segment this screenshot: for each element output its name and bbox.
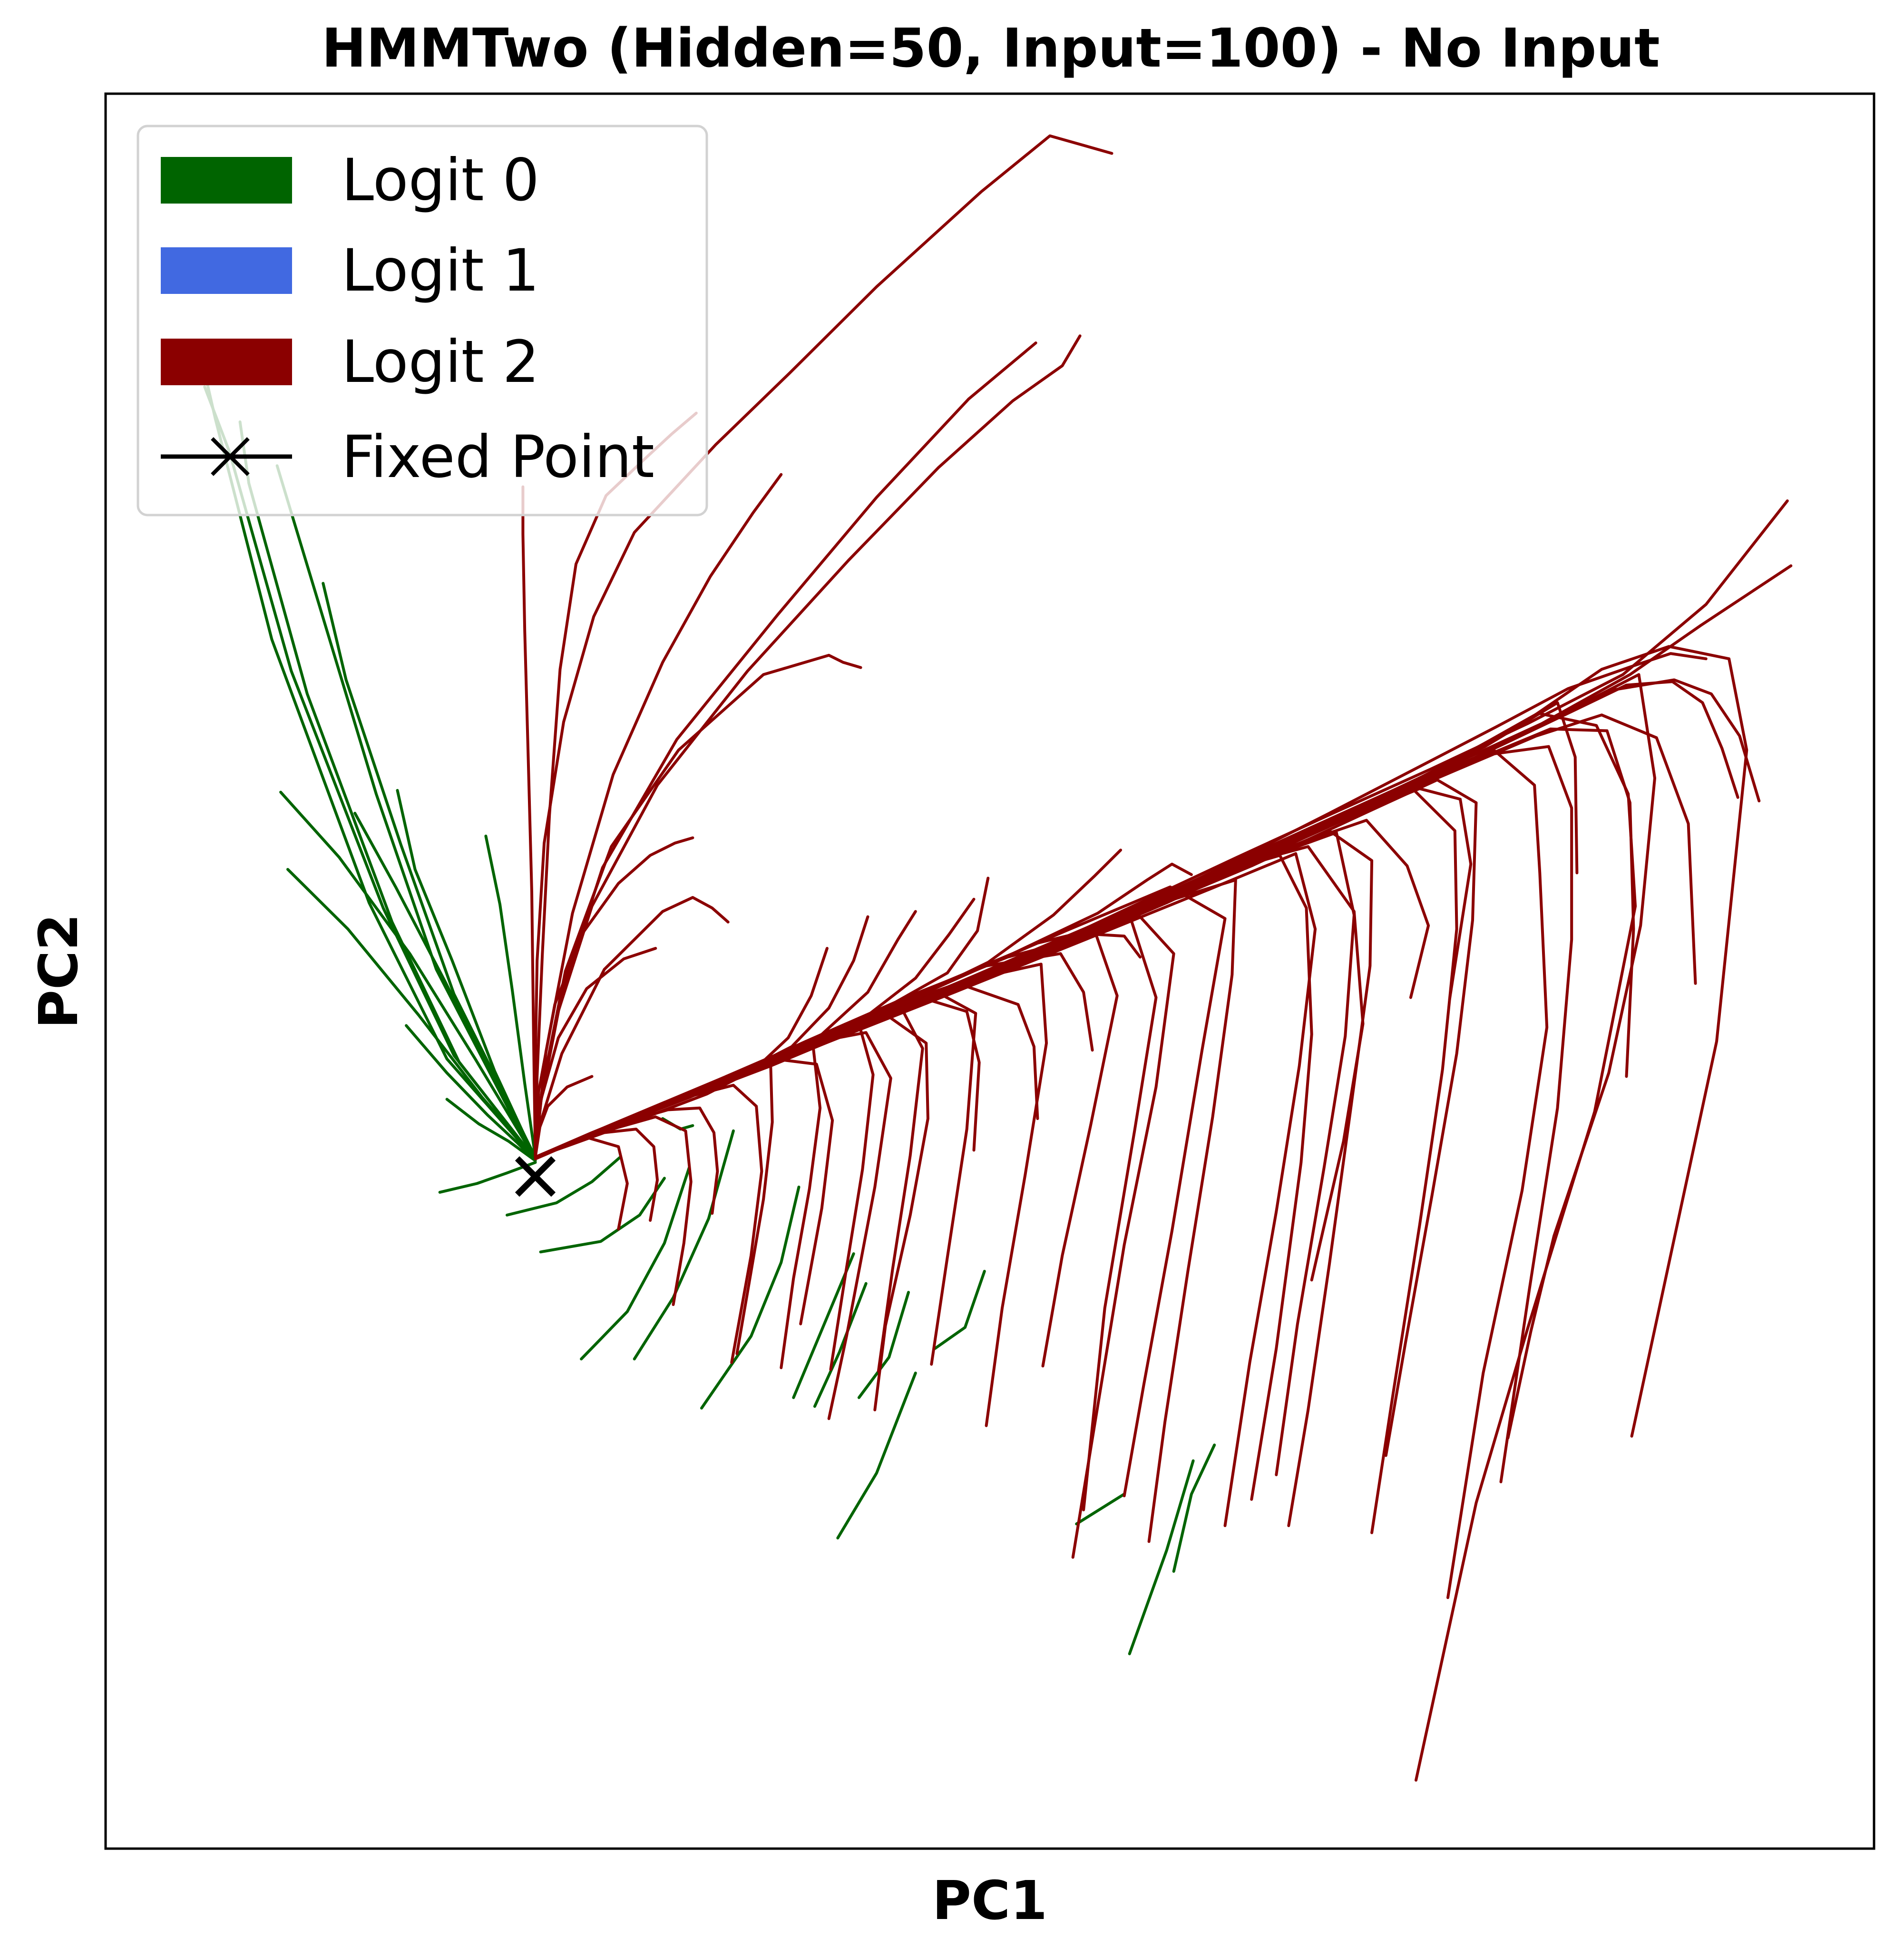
trajectory-line-23	[836, 1372, 917, 1539]
plot-frame	[104, 92, 1875, 1850]
legend-label-0: Logit 0	[342, 146, 539, 214]
trajectory-line-13	[506, 1156, 622, 1217]
y-axis-label: PC2	[28, 914, 90, 1029]
trajectory-line-3	[275, 464, 535, 1159]
trajectory-line-87	[534, 836, 694, 1159]
trajectory-line-5	[279, 790, 537, 1160]
legend-entry-2: Logit 2	[161, 328, 539, 396]
trajectory-line-84	[534, 829, 1374, 1527]
trajectory-line-22	[933, 1270, 986, 1350]
legend-entry-0: Logit 0	[161, 146, 539, 214]
trajectory-line-18	[700, 1185, 801, 1410]
legend-label-1: Logit 1	[342, 237, 539, 304]
trajectory-line-6	[286, 868, 537, 1160]
trajectory-line-25	[1128, 1459, 1195, 1656]
trajectory-line-14	[539, 1177, 666, 1254]
legend: Logit 0 Logit 1 Logit 2 Fixed Point	[137, 125, 708, 516]
legend-label-2: Logit 2	[342, 328, 539, 396]
legend-box	[137, 125, 708, 516]
trajectory-line-55	[534, 134, 1113, 1159]
trajectory-line-16	[580, 1166, 691, 1361]
legend-swatch-0	[161, 157, 292, 204]
legend-swatch-1	[161, 247, 292, 294]
series-layer	[196, 134, 1793, 1782]
legend-label-3: Fixed Point	[342, 423, 654, 491]
trajectory-line-7	[396, 789, 537, 1160]
trajectory-line-8	[353, 811, 537, 1160]
trajectory-line-48	[534, 896, 730, 1159]
trajectory-line-11	[445, 1098, 537, 1162]
trajectory-line-20	[813, 1282, 868, 1408]
trajectory-line-51	[534, 653, 862, 1159]
trajectory-line-24	[1075, 1492, 1126, 1526]
trajectory-line-21	[857, 1291, 910, 1399]
trajectory-line-17	[633, 1129, 735, 1361]
fixed-point-layer	[515, 1156, 556, 1197]
legend-swatch-2	[161, 339, 292, 385]
trajectory-line-85	[534, 1106, 719, 1215]
legend-entry-1: Logit 1	[161, 237, 539, 304]
fixed-point-stroke-b	[515, 1156, 556, 1197]
legend-entry-3: Fixed Point	[161, 423, 654, 491]
fixed-point-marker	[515, 1156, 556, 1197]
trajectory-line-10	[405, 1024, 537, 1162]
legend-x-b-3	[211, 437, 250, 476]
trajectory-line-4	[322, 582, 537, 1159]
x-axis-label: PC1	[932, 1870, 1047, 1932]
trajectory-line-26	[1172, 1443, 1216, 1573]
chart-title: HMMTwo (Hidden=50, Input=100) - No Input	[322, 18, 1660, 79]
trajectory-line-86	[534, 1128, 659, 1222]
trajectory-line-12	[438, 1161, 537, 1194]
trajectory-line-9	[484, 834, 537, 1159]
trajectory-line-88	[534, 947, 657, 1159]
trajectory-line-54	[521, 485, 537, 1159]
legend-entries: Logit 0 Logit 1 Logit 2 Fixed Point	[161, 146, 654, 491]
trajectory-line-89	[534, 1075, 594, 1159]
